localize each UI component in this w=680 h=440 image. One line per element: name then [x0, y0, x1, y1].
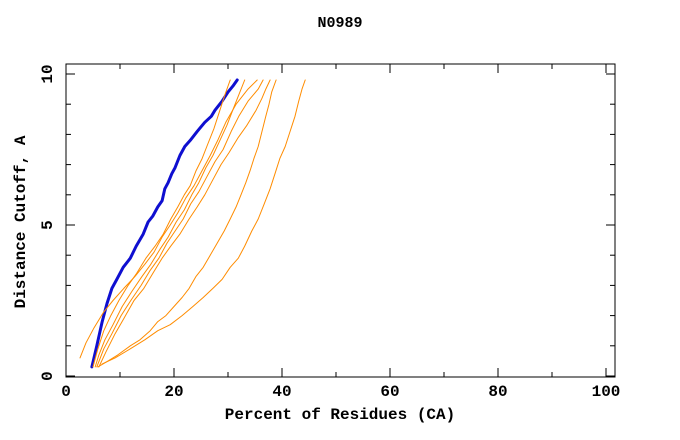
- y-tick-label: 10: [39, 64, 57, 83]
- orange-model-curve-2: [94, 79, 246, 368]
- orange-model-curve-5: [98, 79, 271, 368]
- orange-model-curve-6: [97, 79, 277, 368]
- y-tick-label: 5: [39, 220, 57, 230]
- x-tick-label: 20: [164, 383, 183, 401]
- y-tick-label: 0: [39, 371, 57, 381]
- x-tick-label: 40: [272, 383, 291, 401]
- plot-frame: [65, 63, 616, 378]
- x-tick-label: 80: [488, 383, 507, 401]
- orange-model-curve-1: [92, 79, 231, 368]
- y-axis-title: Distance Cutoff, A: [12, 135, 30, 308]
- x-axis-title: Percent of Residues (CA): [225, 406, 455, 424]
- orange-model-curve-4: [96, 79, 264, 368]
- orange-model-curve-7: [101, 79, 306, 365]
- blue-model-curve: [90, 78, 239, 369]
- x-tick-label: 0: [61, 383, 71, 401]
- x-tick-label: 60: [380, 383, 399, 401]
- chart-title: N0989: [317, 15, 362, 32]
- curves-layer: [79, 78, 306, 369]
- x-tick-label: 100: [592, 383, 621, 401]
- orange-model-curve-3: [79, 79, 258, 359]
- axes-layer: 0 20 40 60 80 100 0 5 10: [39, 63, 621, 401]
